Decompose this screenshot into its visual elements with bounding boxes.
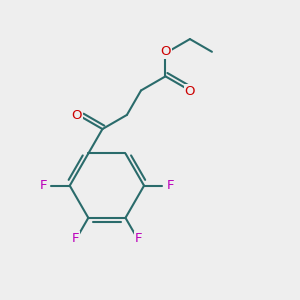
Text: F: F (167, 179, 174, 192)
Text: O: O (160, 45, 171, 58)
Text: F: F (135, 232, 142, 245)
Text: O: O (184, 85, 195, 98)
Text: F: F (71, 232, 79, 245)
Text: O: O (71, 109, 82, 122)
Text: F: F (40, 179, 47, 192)
